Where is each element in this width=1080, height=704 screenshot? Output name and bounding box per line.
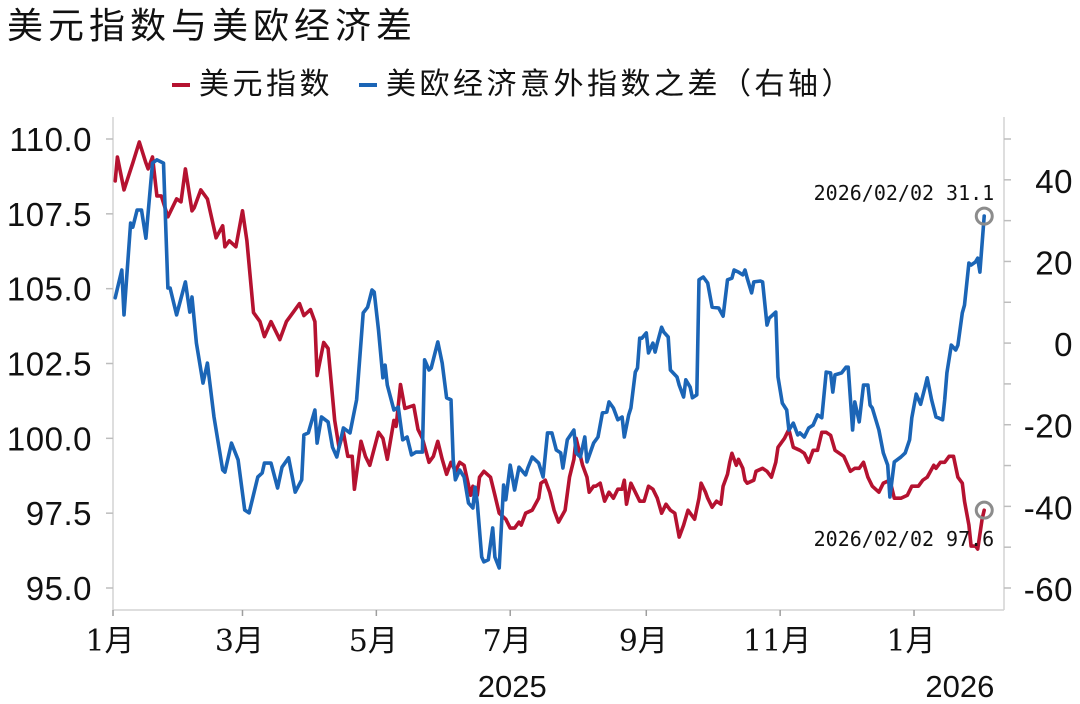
legend-label-dxy: 美元指数 [199, 67, 333, 102]
chart-title: 美元指数与美欧经济差 [7, 6, 418, 47]
right-axis-tick-label: 0 [1054, 326, 1073, 363]
left-axis-tick-label: 105.0 [7, 271, 92, 308]
annotation-label: 2026/02/02 31.1 [814, 181, 995, 205]
left-axis-tick-label: 97.5 [26, 495, 92, 532]
right-axis-tick-label: -60 [1024, 571, 1073, 608]
left-axis-tick-label: 107.5 [7, 196, 92, 233]
x-axis-tick-label: 5月 [349, 624, 398, 659]
econ-surprise-diff-line [113, 158, 987, 570]
x-axis-tick-label: 1月 [886, 624, 935, 659]
annotation-label: 2026/02/02 97.6 [814, 527, 995, 551]
right-axis-tick-label: -40 [1024, 489, 1073, 526]
right-axis-tick-label: 40 [1035, 163, 1073, 200]
left-axis-tick-label: 100.0 [7, 420, 92, 457]
series-lines [113, 140, 987, 570]
annotation-marker-icon [974, 206, 994, 226]
x-axis-year-label: 2025 [478, 669, 547, 704]
right-axis-tick-label: -20 [1024, 408, 1073, 445]
left-axis-tick-label: 95.0 [26, 570, 92, 607]
axes: 110.0 107.5 105.0 102.5 100.0 97.5 95.0 40 20 0 -2… [7, 117, 1073, 704]
x-axis-year-label: 2026 [925, 669, 994, 704]
x-axis-tick-label: 9月 [619, 624, 668, 659]
x-axis-tick-label: 11月 [743, 624, 811, 659]
legend-item-econ-surprise-diff: 美欧经济意外指数之差（右轴） [359, 66, 855, 104]
annotation-marker-icon [974, 500, 994, 520]
x-axis-tick-label: 3月 [215, 624, 264, 659]
dxy-line [113, 140, 987, 551]
x-axis-tick-label: 7月 [483, 624, 532, 659]
legend-label-econ-surprise-diff: 美欧经济意外指数之差（右轴） [386, 67, 855, 102]
annotations: 2026/02/02 31.1 2026/02/02 97.6 [814, 181, 995, 551]
left-axis-tick-label: 110.0 [9, 121, 92, 158]
x-axis-tick-label: 1月 [85, 624, 134, 659]
legend-item-dxy: 美元指数 [172, 66, 333, 104]
legend-swatch-dxy [172, 83, 190, 87]
right-axis-tick-label: 20 [1035, 244, 1073, 281]
left-axis-tick-label: 102.5 [7, 346, 92, 383]
legend-swatch-econ-surprise-diff [359, 83, 377, 87]
